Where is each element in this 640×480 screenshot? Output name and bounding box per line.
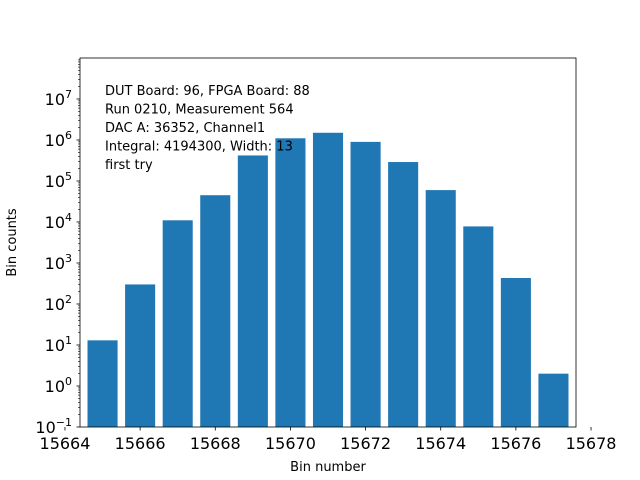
x-tick-label: 15672 [340,434,391,453]
y-tick-label: 106 [45,129,72,150]
x-tick-label: 15664 [40,434,91,453]
bar [162,220,193,427]
bar [388,162,419,427]
x-tick-label: 15674 [415,434,466,453]
x-tick-label: 15668 [190,434,241,453]
y-tick-label: 101 [45,334,72,355]
y-axis-ticks: 10−1 100 101 102 103 104 105 106 107 [35,88,80,437]
x-tick-label: 15666 [115,434,166,453]
y-axis-title: Bin counts [5,208,20,277]
bar [463,226,494,427]
annotation-line: Integral: 4194300, Width: 13 [105,140,293,155]
y-tick-label: 102 [45,293,72,314]
bar [237,155,268,427]
y-tick-label: 104 [45,211,72,232]
annotation-line: first try [105,158,153,173]
bar [538,373,569,427]
bar [275,138,306,427]
annotation-block: DUT Board: 96, FPGA Board: 88 Run 0210, M… [105,84,310,173]
bar [87,340,118,427]
bar [500,278,531,427]
x-tick-label: 15676 [490,434,541,453]
annotation-line: DUT Board: 96, FPGA Board: 88 [105,84,310,99]
bar [350,141,381,428]
bar [425,190,456,427]
x-axis-title: Bin number [290,460,366,475]
bar [125,284,156,427]
bar [200,195,231,427]
y-tick-label: 10−1 [35,416,72,437]
x-axis-ticks: 15664 15666 15668 15670 15672 15674 15676 15678 [40,427,617,453]
y-tick-label: 107 [45,88,72,109]
x-tick-label: 15678 [566,434,617,453]
bar-series [87,132,569,428]
annotation-line: Run 0210, Measurement 564 [105,103,294,118]
plot-frame [79,57,577,428]
bar [312,132,344,427]
y-tick-label: 103 [45,252,72,273]
y-tick-label: 100 [45,375,72,396]
annotation-line: DAC A: 36352, Channel1 [105,121,265,136]
y-minor-ticks [78,59,80,415]
y-tick-label: 105 [45,170,72,191]
x-tick-label: 15670 [265,434,316,453]
